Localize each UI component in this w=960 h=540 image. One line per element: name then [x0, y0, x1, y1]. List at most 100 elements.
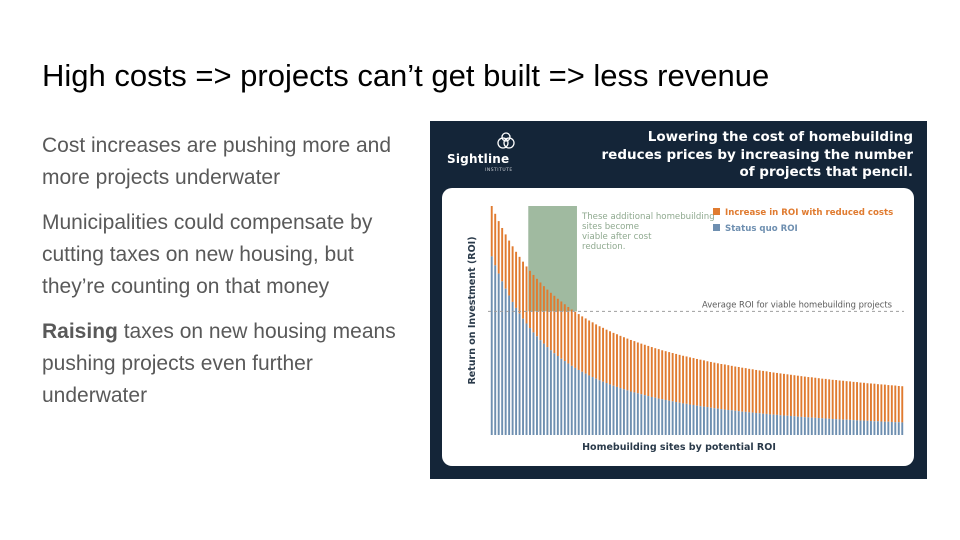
bar-status-quo-33 [602, 381, 605, 435]
bar-increase-7 [511, 246, 514, 302]
bar-status-quo-46 [647, 396, 650, 435]
bar-status-quo-106 [856, 420, 858, 435]
bar-status-quo-3 [497, 273, 500, 435]
bar-status-quo-116 [890, 421, 893, 435]
bar-status-quo-82 [772, 414, 775, 435]
bar-increase-40 [626, 338, 629, 391]
bar-increase-11 [525, 266, 528, 324]
bullet-3: Raising taxes on new housing means pushi… [42, 316, 412, 412]
bar-increase-46 [647, 345, 650, 397]
logo-name: Sightline [447, 152, 510, 166]
bar-increase-86 [786, 374, 789, 416]
bar-status-quo-72 [737, 411, 740, 435]
bar-increase-72 [737, 366, 740, 412]
bar-increase-71 [734, 366, 737, 411]
bar-status-quo-51 [664, 399, 667, 435]
bar-increase-25 [574, 311, 577, 368]
bar-increase-80 [765, 371, 768, 414]
bar-status-quo-76 [751, 412, 754, 435]
bar-status-quo-62 [703, 406, 705, 435]
bar-increase-107 [859, 382, 862, 421]
bullet-1: Cost increases are pushing more and more… [42, 134, 392, 189]
bar-status-quo-98 [828, 418, 831, 435]
bar-status-quo-53 [671, 401, 674, 435]
bar-increase-60 [696, 358, 698, 406]
bar-increase-38 [619, 335, 622, 389]
bar-increase-115 [887, 385, 890, 422]
bar-status-quo-19 [553, 353, 556, 435]
bar-increase-92 [807, 377, 810, 418]
bar-status-quo-73 [741, 411, 744, 435]
bar-increase-8 [515, 251, 518, 308]
bar-increase-104 [849, 381, 852, 420]
bar-increase-42 [633, 341, 636, 393]
bar-increase-96 [821, 378, 824, 419]
bar-status-quo-113 [880, 421, 883, 435]
bar-increase-113 [880, 384, 883, 422]
bar-status-quo-104 [849, 419, 852, 435]
chart-svg: Average ROI for viable homebuilding proj… [467, 206, 904, 453]
sightline-logo: Sightline INSTITUTE [444, 131, 515, 181]
bar-increase-85 [783, 373, 785, 416]
bar-increase-28 [584, 318, 587, 374]
bar-increase-81 [769, 372, 772, 415]
bar-increase-41 [629, 339, 632, 392]
bar-increase-114 [883, 384, 886, 422]
bar-status-quo-36 [612, 385, 615, 435]
bar-status-quo-11 [525, 323, 528, 435]
legend-swatch-increase [713, 208, 720, 215]
bar-increase-64 [709, 361, 712, 408]
y-axis-label: Return on Investment (ROI) [467, 236, 478, 384]
chart-panel: Average ROI for viable homebuilding proj… [442, 188, 914, 466]
bar-increase-99 [831, 379, 834, 419]
bar-increase-95 [817, 378, 820, 419]
bar-status-quo-84 [779, 415, 782, 435]
bar-increase-69 [727, 365, 730, 411]
bar-increase-102 [842, 380, 845, 420]
bar-status-quo-66 [716, 408, 719, 435]
bar-increase-26 [577, 314, 580, 370]
bar-increase-36 [612, 332, 615, 386]
bar-increase-93 [810, 377, 813, 418]
bar-increase-91 [803, 376, 806, 418]
bar-status-quo-6 [508, 295, 511, 435]
bar-status-quo-67 [720, 409, 723, 435]
bar-increase-111 [873, 383, 876, 422]
bar-status-quo-70 [730, 410, 733, 435]
bar-status-quo-23 [567, 363, 570, 435]
bar-status-quo-59 [692, 405, 695, 435]
bar-status-quo-42 [633, 392, 636, 435]
bar-status-quo-20 [556, 356, 559, 435]
viable-sites-highlight [528, 206, 577, 312]
bar-increase-20 [556, 298, 559, 356]
bar-status-quo-77 [755, 413, 758, 435]
legend-label-increase: Increase in ROI with reduced costs [725, 208, 893, 218]
bar-status-quo-111 [873, 421, 876, 435]
bar-status-quo-22 [563, 361, 566, 435]
average-roi-label: Average ROI for viable homebuilding proj… [702, 299, 892, 309]
logo-mark-icon [497, 132, 515, 149]
bar-increase-84 [779, 373, 782, 416]
bar-increase-6 [508, 240, 511, 296]
bar-status-quo-115 [887, 421, 890, 435]
bar-increase-100 [835, 380, 838, 420]
bar-status-quo-61 [699, 406, 702, 435]
bar-status-quo-27 [581, 371, 584, 435]
bar-status-quo-90 [800, 416, 803, 435]
bar-increase-15 [539, 282, 542, 341]
bar-status-quo-56 [682, 403, 685, 435]
bar-increase-112 [876, 384, 879, 422]
bar-increase-34 [605, 329, 608, 384]
bar-increase-22 [563, 304, 566, 362]
bar-increase-110 [869, 383, 872, 422]
bar-status-quo-18 [549, 350, 552, 435]
bar-increase-44 [640, 343, 643, 395]
bar-increase-88 [793, 375, 796, 417]
bar-increase-59 [692, 358, 695, 406]
bar-increase-68 [723, 364, 726, 410]
bar-status-quo-32 [598, 380, 601, 435]
bar-status-quo-30 [591, 377, 594, 435]
bar-status-quo-25 [574, 367, 577, 435]
bar-increase-12 [529, 270, 531, 329]
bar-increase-101 [838, 380, 841, 420]
